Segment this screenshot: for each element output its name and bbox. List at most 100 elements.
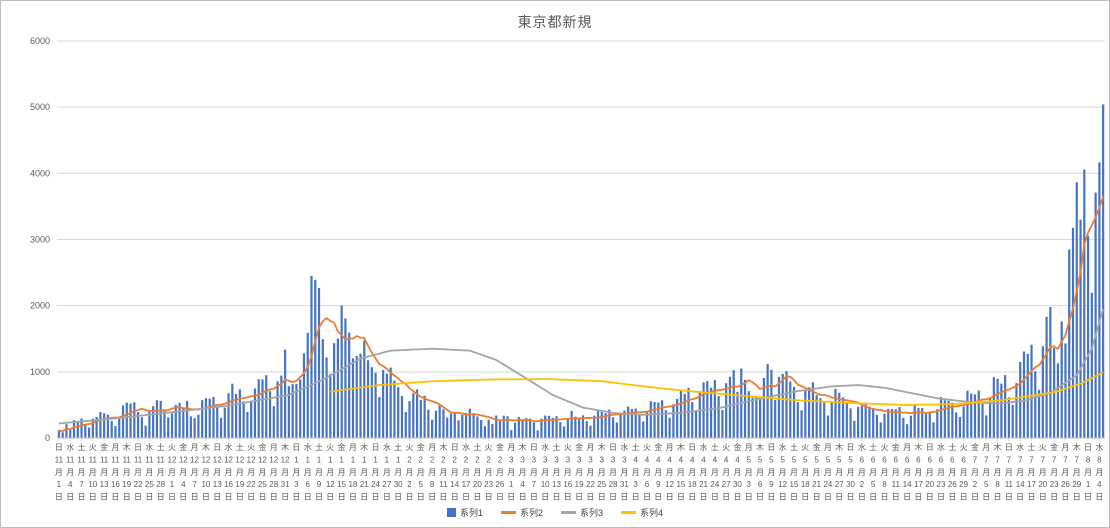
x-axis-label: 日 (270, 493, 278, 502)
bar-series1 (789, 381, 792, 438)
x-axis-label: 5 (803, 455, 808, 464)
bar-series1 (743, 379, 747, 438)
x-axis-label: 日 (55, 493, 63, 502)
legend-item[interactable]: 系列3 (561, 506, 603, 519)
bar-series1 (76, 421, 79, 438)
y-axis-label: 6000 (30, 36, 50, 46)
x-axis-label: 12 (258, 455, 267, 464)
x-axis-label: 3 (532, 455, 537, 464)
x-axis-label: 2 (464, 455, 469, 464)
x-axis-label: 11 (134, 455, 143, 464)
bar-series1 (434, 410, 437, 438)
bar-series1 (1056, 363, 1060, 438)
x-axis-label: 12 (247, 455, 256, 464)
x-axis-label: 日 (937, 493, 945, 502)
x-axis-label: 水 (304, 442, 312, 452)
x-axis-label: 月 (451, 468, 459, 477)
bar-series1 (1041, 346, 1044, 438)
x-axis-label: 20 (1038, 480, 1047, 489)
bar-series1 (955, 412, 958, 438)
x-axis-label: 16 (563, 480, 572, 489)
x-axis-label: 日 (1027, 493, 1035, 502)
bar-series1 (216, 406, 219, 438)
bar-series1 (87, 427, 91, 438)
x-axis-label: 2 (860, 480, 865, 489)
x-axis-label: 6 (916, 455, 921, 464)
x-axis-label: 日 (462, 493, 470, 502)
x-axis-label: 土 (553, 442, 561, 452)
legend-line-swatch (500, 511, 516, 514)
bar-series1 (638, 414, 641, 438)
x-axis-label: 3 (588, 455, 593, 464)
x-axis-label: 13 (100, 480, 109, 489)
x-axis-label: 26 (495, 480, 504, 489)
x-axis-label: 日 (869, 493, 877, 502)
bar-series1 (480, 420, 483, 438)
x-axis-label: 日 (1005, 493, 1013, 502)
x-axis-label: 4 (181, 480, 186, 489)
bar-series1 (1086, 235, 1090, 438)
bar-series1 (627, 406, 630, 438)
bar-series1 (653, 401, 656, 438)
bar-series1 (676, 398, 679, 438)
bar-series1 (1098, 162, 1101, 438)
x-axis-label: 23 (484, 480, 493, 489)
legend-line-swatch (621, 511, 637, 514)
bar-series1 (408, 401, 411, 438)
legend-item[interactable]: 系列1 (446, 506, 483, 519)
x-axis-label: 3 (294, 480, 299, 489)
x-axis-label: 4 (656, 455, 661, 464)
x-axis-label: 月 (145, 468, 153, 477)
x-axis-label: 21 (812, 480, 821, 489)
x-axis-label: 月 (123, 468, 131, 477)
x-axis-label: 水 (700, 442, 708, 452)
x-axis-label: 月 (1073, 468, 1081, 477)
x-axis-label: 30 (394, 480, 403, 489)
x-axis-label: 1 (1086, 480, 1091, 489)
bar-series1 (129, 403, 132, 438)
bar-series1 (265, 375, 268, 438)
x-axis-label: 日 (553, 493, 561, 502)
x-axis-label: 月 (439, 468, 447, 477)
bar-series1 (830, 402, 833, 438)
bar-series1 (385, 373, 388, 438)
bar-series1 (359, 353, 362, 438)
x-axis-label: 火 (564, 443, 572, 452)
x-axis-label: 日 (994, 493, 1002, 502)
x-axis-label: 日 (417, 493, 425, 502)
y-axis-label: 0 (45, 433, 50, 443)
x-axis-label: 12 (326, 480, 335, 489)
x-axis-label: 金 (258, 442, 266, 452)
x-axis-label: 日 (168, 493, 176, 502)
x-axis-label: 日 (767, 443, 775, 452)
legend-item[interactable]: 系列2 (500, 506, 543, 519)
bar-series1 (314, 279, 317, 438)
bar-series1 (457, 420, 460, 438)
bar-series1 (872, 409, 875, 438)
x-axis-label: 7 (192, 480, 197, 489)
x-axis-label: 火 (168, 443, 176, 452)
x-axis-label: 6 (939, 455, 944, 464)
bar-series1 (845, 402, 848, 438)
bar-series1 (710, 387, 713, 438)
legend-line-swatch (561, 511, 576, 514)
legend-item[interactable]: 系列4 (621, 506, 663, 519)
x-axis-label: 日 (372, 493, 380, 502)
bar-series1 (826, 415, 830, 438)
bar-series1 (491, 423, 494, 438)
bar-series1 (894, 409, 897, 438)
x-axis-label: 月 (926, 468, 934, 477)
bar-series1 (868, 406, 871, 438)
x-axis-label: 日 (213, 493, 221, 502)
bar-series1 (431, 419, 434, 438)
bar-series1 (759, 398, 762, 438)
x-axis-label: 日 (722, 493, 730, 502)
x-axis-label: 3 (747, 480, 752, 489)
bar-series1 (189, 416, 192, 438)
bar-series1 (630, 408, 634, 438)
x-axis-label: 木 (994, 442, 1002, 452)
bar-series1 (182, 408, 185, 438)
x-axis-label: 月 (677, 468, 685, 477)
x-axis-label: 3 (566, 455, 571, 464)
